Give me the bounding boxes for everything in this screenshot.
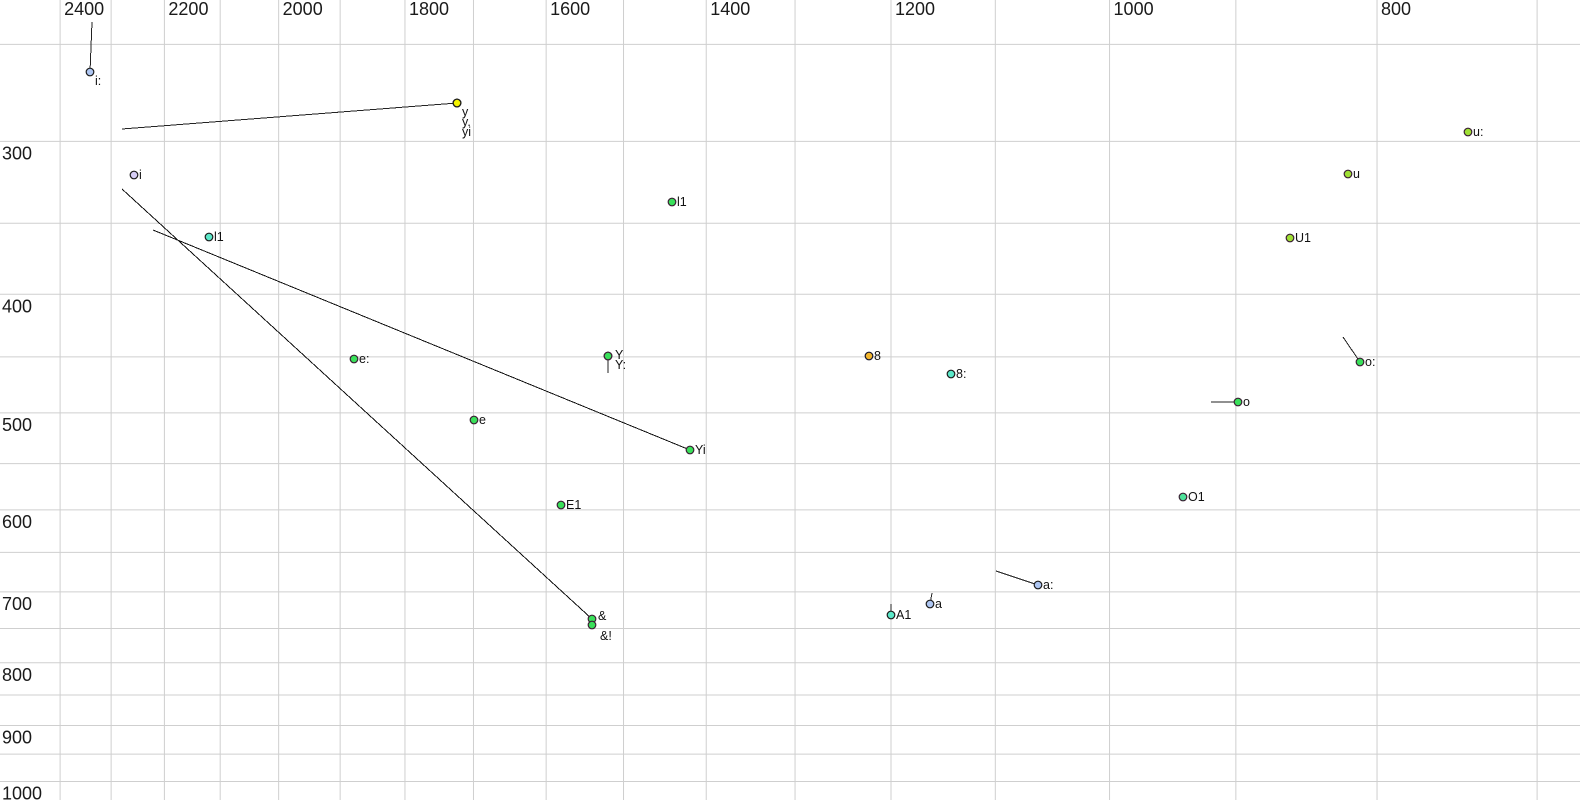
svg-text:l1: l1 (677, 195, 687, 209)
svg-text:o: o (1243, 395, 1250, 409)
svg-text:1400: 1400 (710, 0, 750, 19)
svg-text:a:: a: (1043, 578, 1053, 592)
svg-text:u: u (1353, 167, 1360, 181)
svg-text:e: e (479, 413, 486, 427)
svg-text:yi: yi (462, 125, 471, 139)
svg-text:8: 8 (874, 349, 881, 363)
svg-text:u:: u: (1473, 125, 1483, 139)
svg-text:U1: U1 (1295, 231, 1311, 245)
svg-text:800: 800 (1381, 0, 1411, 19)
svg-text:8:: 8: (956, 367, 966, 381)
svg-text:800: 800 (2, 665, 32, 685)
svg-text:a: a (935, 597, 942, 611)
svg-text:i: i (139, 168, 142, 182)
svg-text:Yi: Yi (695, 443, 706, 457)
svg-text:1200: 1200 (895, 0, 935, 19)
svg-text:&: & (598, 609, 607, 623)
svg-text:o:: o: (1365, 355, 1375, 369)
svg-text:e:: e: (359, 352, 369, 366)
svg-text:400: 400 (2, 296, 32, 316)
svg-text:2200: 2200 (168, 0, 208, 19)
svg-text:O1: O1 (1188, 490, 1205, 504)
svg-text:1800: 1800 (409, 0, 449, 19)
svg-text:600: 600 (2, 512, 32, 532)
svg-text:l1: l1 (214, 230, 224, 244)
svg-text:i:: i: (95, 74, 101, 88)
svg-text:E1: E1 (566, 498, 581, 512)
svg-text:700: 700 (2, 594, 32, 614)
svg-text:900: 900 (2, 727, 32, 747)
svg-text:A1: A1 (896, 608, 911, 622)
svg-text:300: 300 (2, 143, 32, 163)
svg-text:1000: 1000 (1114, 0, 1154, 19)
svg-text:500: 500 (2, 415, 32, 435)
svg-text:2000: 2000 (283, 0, 323, 19)
svg-text:1600: 1600 (550, 0, 590, 19)
svg-text:&!: &! (600, 629, 612, 643)
svg-text:Y:: Y: (615, 358, 626, 372)
svg-text:2400: 2400 (64, 0, 104, 19)
svg-text:1000: 1000 (2, 783, 42, 800)
